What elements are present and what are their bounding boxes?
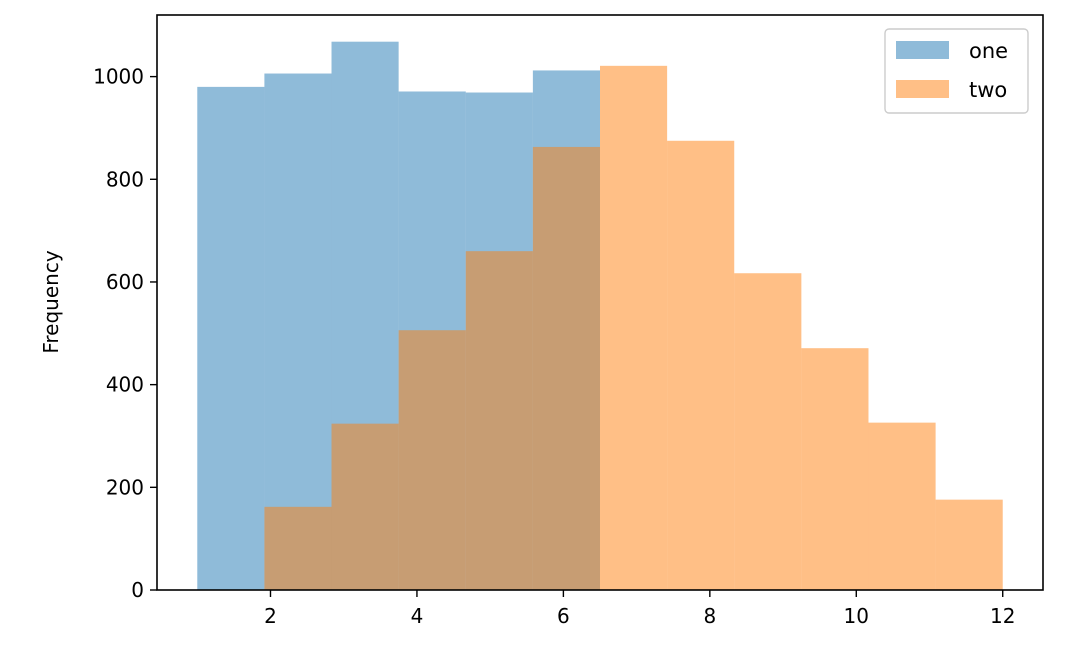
legend-label-two: two: [969, 78, 1007, 102]
x-tick-label: 6: [557, 604, 570, 628]
bar-two-8: [734, 273, 802, 590]
bar-two-10: [868, 422, 936, 590]
y-tick-label: 200: [106, 475, 144, 499]
bar-one-1: [264, 73, 332, 590]
legend: one two: [884, 28, 1029, 114]
y-tick-label: 1000: [93, 65, 144, 89]
y-tick-label: 800: [106, 167, 144, 191]
bar-two-5: [532, 146, 600, 591]
legend-swatch-two: [896, 80, 949, 98]
y-tick-label: 400: [106, 373, 144, 397]
bar-two-7: [667, 140, 735, 590]
x-tick-label: 2: [264, 604, 277, 628]
x-tick-label: 4: [411, 604, 424, 628]
x-tick-label: 10: [844, 604, 869, 628]
bar-two-9: [801, 348, 869, 590]
y-tick-label: 0: [131, 578, 144, 602]
legend-label-one: one: [969, 39, 1008, 63]
bar-two-2: [331, 423, 399, 590]
bar-two-1: [264, 506, 332, 590]
y-tick-label: 600: [106, 270, 144, 294]
x-tick-label: 8: [703, 604, 716, 628]
y-axis-label: Frequency: [39, 250, 63, 353]
legend-swatch-one: [896, 41, 949, 59]
bar-two-4: [465, 251, 533, 591]
bar-one-0: [197, 86, 265, 590]
bar-two-3: [398, 330, 466, 590]
bar-two-11: [935, 499, 1003, 590]
x-tick-label: 12: [990, 604, 1015, 628]
bar-two-6: [600, 65, 668, 591]
plot-frame: [156, 14, 1044, 591]
